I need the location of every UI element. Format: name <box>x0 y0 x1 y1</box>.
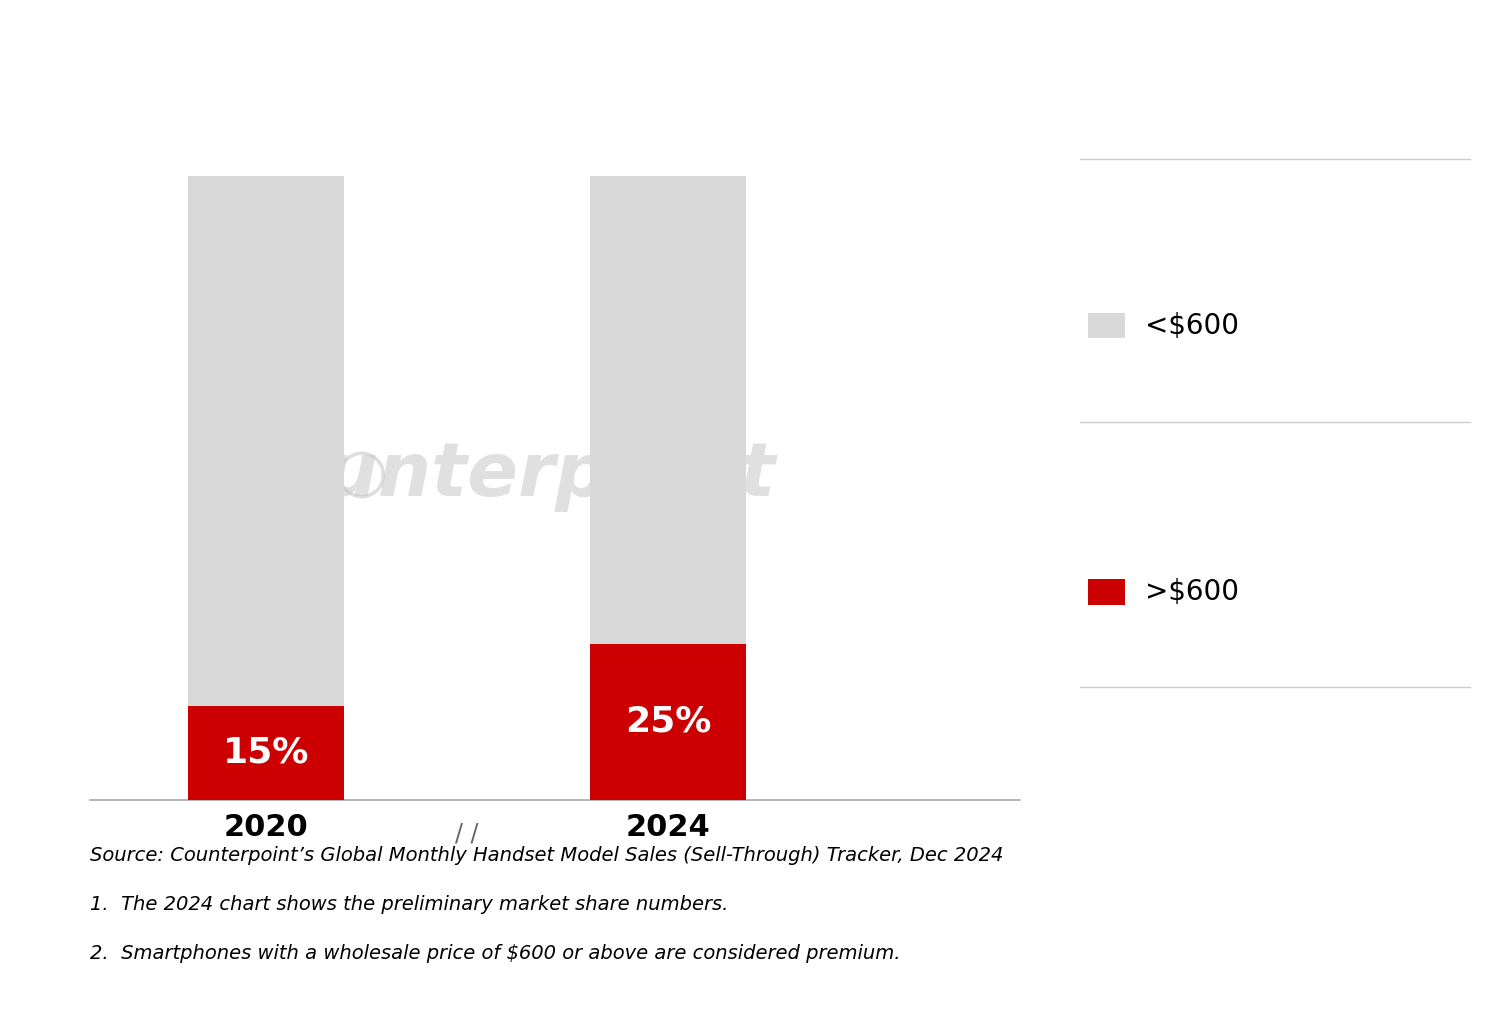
Text: >$600: >$600 <box>1144 578 1239 607</box>
Text: Source: Counterpoint’s Global Monthly Handset Model Sales (Sell-Through) Tracker: Source: Counterpoint’s Global Monthly Ha… <box>90 846 1004 865</box>
Bar <box>188 175 344 706</box>
Text: ○: ○ <box>334 446 388 504</box>
Bar <box>188 706 344 800</box>
Text: / /: / / <box>456 822 478 846</box>
Text: 1.  The 2024 chart shows the preliminary market share numbers.: 1. The 2024 chart shows the preliminary … <box>90 895 729 914</box>
Text: 15%: 15% <box>224 736 309 770</box>
Text: Counterpoint: Counterpoint <box>219 439 776 511</box>
Bar <box>590 644 746 800</box>
Bar <box>590 175 746 644</box>
Text: <$600: <$600 <box>1144 312 1239 340</box>
Text: 2.  Smartphones with a wholesale price of $600 or above are considered premium.: 2. Smartphones with a wholesale price of… <box>90 944 900 964</box>
Text: 25%: 25% <box>626 704 711 738</box>
